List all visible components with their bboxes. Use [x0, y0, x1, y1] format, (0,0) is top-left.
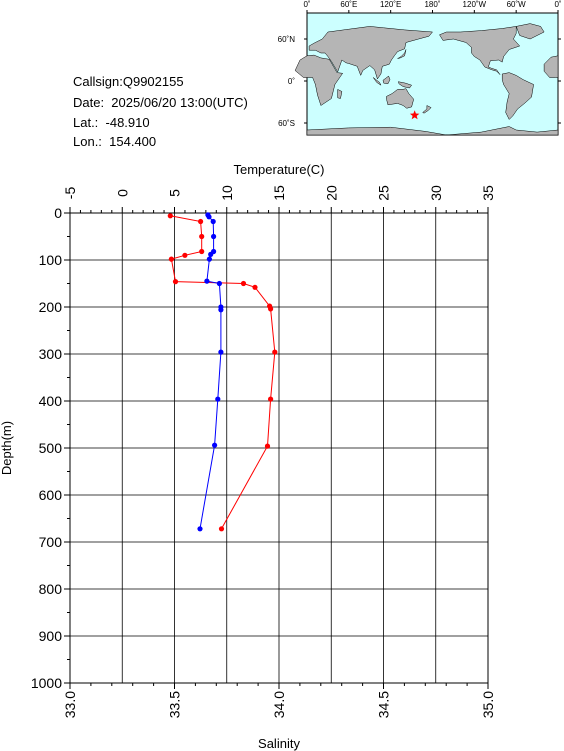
temperature-data-point: [218, 526, 225, 532]
map-lon-label: 60˚W: [507, 0, 527, 9]
salinity-data-point: [212, 442, 218, 448]
land-australia: [386, 88, 414, 109]
data-series: [167, 212, 278, 532]
temperature-tick-label: 5: [167, 189, 183, 197]
chart-grid: [69, 212, 489, 684]
map-frame: [304, 10, 561, 124]
map-labels: 0˚ 60˚E 120˚E 180˚ 120˚W 60˚W 0˚ 60˚N 0˚ 60˚S: [278, 0, 562, 128]
map-lat-label: 0˚: [288, 77, 295, 86]
temperature-data-point: [199, 248, 205, 255]
temperature-data-point: [167, 213, 173, 219]
temperature-tick-label: 15: [271, 185, 287, 201]
salinity-data-point: [204, 278, 210, 284]
land-africa: [294, 54, 344, 106]
star-icon: [409, 110, 420, 120]
date-text: Date: 2025/06/20 13:00(UTC): [73, 95, 248, 110]
temperature-profile-line: [170, 215, 276, 530]
temperature-axis-title: Temperature(C): [233, 162, 324, 177]
depth-tick-label: 500: [39, 440, 63, 456]
map-lon-label: 0˚: [303, 0, 310, 9]
temperature-tick-label: 10: [219, 185, 235, 201]
temperature-data-point: [252, 284, 258, 290]
temperature-data-point: [168, 256, 174, 262]
salinity-data-point: [215, 396, 221, 402]
land-greenland: [515, 23, 545, 40]
temperature-tick-label: -5: [62, 187, 78, 200]
depth-axis: 0 100 200 300 400 500 600 700 800 900 1000: [31, 205, 70, 691]
salinity-data-point: [218, 349, 224, 355]
salinity-profile-line: [199, 214, 222, 529]
depth-tick-label: 400: [39, 393, 63, 409]
depth-tick-label: 1000: [31, 675, 62, 691]
depth-axis-title: Depth(m): [0, 421, 14, 475]
salinity-tick-label: 35.0: [480, 691, 496, 718]
temperature-data-point: [272, 349, 278, 355]
temperature-data-point: [264, 443, 271, 449]
callsign-text: Callsign:Q9902155: [73, 74, 184, 89]
location-map: 0˚ 60˚E 120˚E 180˚ 120˚W 60˚W 0˚ 60˚N 0˚ 60˚S: [278, 0, 562, 136]
salinity-data-point: [208, 251, 214, 257]
salinity-data-point: [206, 214, 212, 220]
temperature-data-point: [182, 252, 188, 258]
temperature-tick-label: 30: [428, 185, 444, 201]
salinity-tick-label: 34.0: [271, 691, 287, 718]
salinity-axis-title: Salinity: [258, 736, 300, 751]
depth-tick-label: 100: [39, 252, 63, 268]
land-antarctica: [306, 126, 559, 136]
temperature-data-point: [240, 280, 247, 287]
map-lat-label: 60˚S: [278, 119, 295, 128]
temperature-data-point: [268, 306, 274, 312]
land-madagascar: [337, 88, 343, 99]
map-lat-label: 60˚N: [278, 35, 296, 44]
profile-chart: -5 0 5 10 15 20 25 30 35 33.0 33.5 34.0 34.5 35.0 01…: [0, 162, 496, 751]
depth-tick-label: 800: [39, 581, 63, 597]
depth-tick-label: 0: [54, 205, 62, 221]
salinity-tick-label: 33.0: [62, 691, 78, 718]
temperature-data-point: [172, 279, 179, 285]
latitude-text: Lat.: -48.910: [73, 115, 150, 130]
temperature-data-point: [268, 396, 274, 402]
salinity-tick-label: 34.5: [376, 691, 392, 718]
salinity-data-point: [206, 256, 212, 262]
depth-tick-label: 700: [39, 534, 63, 550]
land-japan: [397, 49, 407, 59]
longitude-text: Lon.: 154.400: [73, 134, 157, 149]
temperature-data-point: [199, 233, 205, 240]
salinity-axis: 33.0 33.5 34.0 34.5 35.0: [62, 683, 496, 718]
map-lon-label: 60˚E: [340, 0, 357, 9]
land-new-zealand: [422, 105, 432, 114]
land-south-america: [501, 72, 534, 120]
temperature-tick-label: 35: [480, 185, 496, 201]
salinity-data-point: [210, 218, 216, 225]
map-landmasses: [294, 23, 559, 136]
depth-tick-label: 900: [39, 628, 63, 644]
land-west-africa: [543, 55, 559, 78]
map-lon-label: 0˚: [554, 0, 561, 9]
map-lon-label: 120˚W: [463, 0, 487, 9]
salinity-data-point: [218, 307, 224, 313]
land-borneo: [382, 75, 391, 85]
temperature-axis: -5 0 5 10 15 20 25 30 35: [62, 185, 496, 213]
depth-tick-label: 600: [39, 487, 63, 503]
depth-tick-label: 200: [39, 299, 63, 315]
temperature-tick-label: 0: [114, 189, 130, 197]
salinity-data-point: [216, 280, 222, 287]
land-sumatra: [372, 77, 382, 86]
depth-tick-label: 300: [39, 346, 63, 362]
temperature-tick-label: 20: [323, 185, 339, 201]
salinity-tick-label: 33.5: [167, 691, 183, 718]
salinity-data-point: [197, 526, 203, 532]
map-lon-label: 120˚E: [380, 0, 401, 9]
temperature-data-point: [198, 218, 204, 225]
salinity-data-point: [211, 233, 217, 240]
map-lon-label: 180˚: [424, 0, 440, 9]
land-north-america: [439, 26, 521, 75]
land-new-guinea: [397, 81, 413, 89]
temperature-tick-label: 25: [376, 185, 392, 201]
land-europe-asia: [308, 26, 434, 80]
